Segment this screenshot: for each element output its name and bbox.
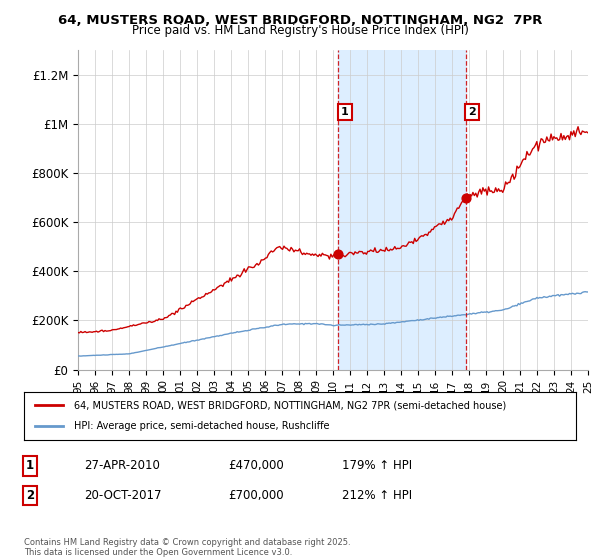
Point [461,193,470,202]
Text: Contains HM Land Registry data © Crown copyright and database right 2025.
This d: Contains HM Land Registry data © Crown c… [24,538,350,557]
Text: 64, MUSTERS ROAD, WEST BRIDGFORD, NOTTINGHAM, NG2 7PR (semi-detached house): 64, MUSTERS ROAD, WEST BRIDGFORD, NOTTIN… [74,400,506,410]
Text: 1: 1 [26,459,34,473]
Text: 2: 2 [26,489,34,502]
Point [334,250,343,259]
Text: 2: 2 [468,107,476,117]
Text: HPI: Average price, semi-detached house, Rushcliffe: HPI: Average price, semi-detached house,… [74,421,329,431]
Text: £700,000: £700,000 [228,489,284,502]
Text: 1: 1 [341,107,349,117]
Text: 179% ↑ HPI: 179% ↑ HPI [342,459,412,473]
Bar [338,50,466,370]
Text: 64, MUSTERS ROAD, WEST BRIDGFORD, NOTTINGHAM, NG2  7PR: 64, MUSTERS ROAD, WEST BRIDGFORD, NOTTIN… [58,14,542,27]
Text: £470,000: £470,000 [228,459,284,473]
Text: 212% ↑ HPI: 212% ↑ HPI [342,489,412,502]
Text: 20-OCT-2017: 20-OCT-2017 [84,489,161,502]
Text: 27-APR-2010: 27-APR-2010 [84,459,160,473]
Text: Price paid vs. HM Land Registry's House Price Index (HPI): Price paid vs. HM Land Registry's House … [131,24,469,37]
